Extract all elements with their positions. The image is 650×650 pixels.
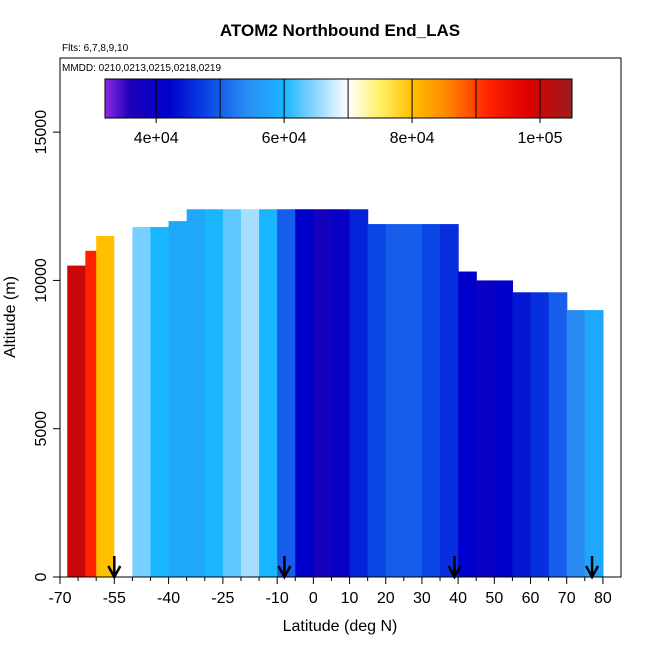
- heatmap-area: [67, 209, 604, 577]
- heatmap-cell: [150, 227, 170, 577]
- y-tick-label: 5000: [33, 411, 50, 447]
- heatmap-cell: [349, 209, 369, 577]
- x-tick-label: -55: [103, 590, 126, 607]
- colorbar-tick-label: 1e+05: [518, 130, 563, 147]
- dates-note: MMDD: 0210,0213,0215,0218,0219: [62, 63, 221, 74]
- x-tick-label: 50: [485, 590, 503, 607]
- colorbar-tick-label: 6e+04: [262, 130, 307, 147]
- plot-frame: [59, 57, 622, 578]
- x-tick-label: 40: [449, 590, 467, 607]
- x-tick-label: 10: [341, 590, 359, 607]
- x-tick-label: -25: [211, 590, 234, 607]
- x-tick-label: 80: [594, 590, 612, 607]
- heatmap-cell: [494, 280, 514, 577]
- heatmap-cell: [313, 209, 333, 577]
- heatmap-cell: [222, 209, 242, 577]
- heatmap-cell: [168, 221, 188, 577]
- x-tick-label: -10: [266, 590, 289, 607]
- flights-note: Flts: 6,7,8,9,10: [62, 43, 129, 54]
- heatmap-cell: [458, 271, 477, 577]
- chart-title: ATOM2 Northbound End_LAS: [220, 21, 460, 40]
- colorbar-ticks: 4e+04 6e+04 8e+04 1e+05: [134, 118, 563, 147]
- x-tick-label: 20: [377, 590, 395, 607]
- heatmap-cell: [385, 224, 405, 577]
- heatmap-cell: [295, 209, 314, 577]
- x-tick-label: -70: [48, 590, 71, 607]
- colorbar-tick-label: 8e+04: [390, 130, 435, 147]
- y-axis: 0 5000 10000 15000: [33, 110, 60, 581]
- y-axis-label: Altitude (m): [2, 276, 19, 358]
- x-tick-label: -40: [157, 590, 180, 607]
- heatmap-cell: [114, 227, 133, 577]
- colorbar: [104, 78, 573, 119]
- heatmap-cell: [67, 265, 86, 577]
- heatmap-cell: [240, 209, 260, 577]
- heatmap-cell: [512, 292, 532, 577]
- heatmap-cell: [548, 292, 568, 577]
- heatmap-cell: [132, 227, 152, 577]
- heatmap-cell: [96, 235, 115, 577]
- heatmap-cell: [85, 250, 97, 577]
- heatmap-cell: [440, 224, 459, 577]
- heatmap-cell: [566, 310, 586, 577]
- x-tick-label: 70: [558, 590, 576, 607]
- y-tick-label: 15000: [33, 110, 50, 155]
- y-tick-label: 0: [33, 572, 50, 581]
- heatmap-cell: [530, 292, 550, 577]
- colorbar-divisions: [155, 79, 541, 118]
- heatmap-cell: [277, 209, 296, 577]
- y-tick-label: 10000: [33, 258, 50, 303]
- heatmap-cell: [367, 224, 387, 577]
- colorbar-tick-label: 4e+04: [134, 130, 179, 147]
- heatmap-cell: [259, 209, 278, 577]
- x-tick-label: 0: [309, 590, 318, 607]
- heatmap-cell: [403, 224, 423, 577]
- heatmap-cell: [331, 209, 351, 577]
- heatmap-cell: [584, 310, 604, 577]
- heatmap-cell: [186, 209, 206, 577]
- heatmap-cell: [204, 209, 224, 577]
- x-axis: -70 -55 -40 -25 -10 0 10 20 30 40 50 60 70 80: [48, 577, 612, 607]
- x-tick-label: 30: [413, 590, 431, 607]
- x-axis-label: Latitude (deg N): [283, 618, 398, 635]
- heatmap-cell: [421, 224, 441, 577]
- heatmap-cell: [476, 280, 495, 577]
- x-tick-label: 60: [522, 590, 540, 607]
